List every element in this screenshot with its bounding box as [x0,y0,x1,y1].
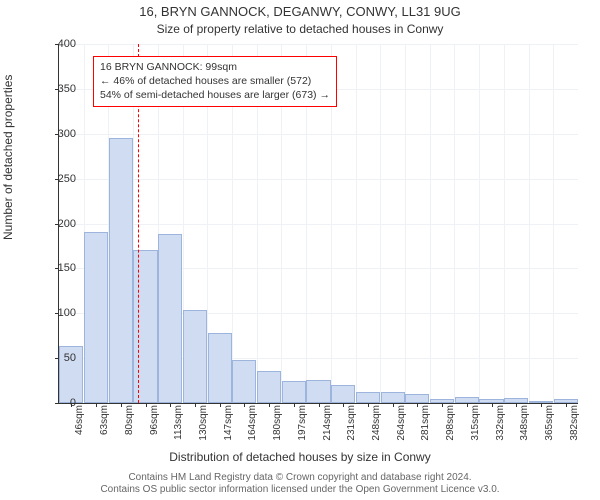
xtick-mark [244,403,245,407]
gridline-v [553,44,554,403]
chart-subtitle: Size of property relative to detached ho… [0,22,600,36]
xtick-label: 281sqm [420,405,431,447]
ytick-label: 150 [36,262,76,274]
xtick-mark [96,403,97,407]
xtick-label: 315sqm [470,405,481,447]
xtick-mark [294,403,295,407]
xtick-label: 46sqm [74,405,85,447]
xtick-mark [269,403,270,407]
xtick-mark [368,403,369,407]
xtick-mark [319,403,320,407]
annotation-line: 54% of semi-detached houses are larger (… [100,88,330,102]
gridline-v [454,44,455,403]
gridline-v [479,44,480,403]
xtick-label: 332sqm [495,405,506,447]
xtick-label: 214sqm [322,405,333,447]
histogram-bar [109,138,133,403]
x-axis-label: Distribution of detached houses by size … [0,450,600,464]
histogram-bar [381,392,405,403]
xtick-label: 164sqm [247,405,258,447]
plot-area: 16 BRYN GANNOCK: 99sqm← 46% of detached … [58,44,578,404]
histogram-bar [158,234,182,403]
ytick-label: 0 [36,397,76,409]
xtick-mark [566,403,567,407]
histogram-bar [232,360,256,403]
histogram-bar [282,381,306,403]
xtick-mark [393,403,394,407]
gridline-v [380,44,381,403]
xtick-label: 348sqm [519,405,530,447]
histogram-bar [306,380,330,403]
footnote: Contains HM Land Registry data © Crown c… [0,472,600,496]
xtick-label: 298sqm [445,405,456,447]
xtick-label: 113sqm [173,405,184,447]
gridline-v [356,44,357,403]
ytick-label: 300 [36,128,76,140]
gridline-v [430,44,431,403]
xtick-label: 96sqm [149,405,160,447]
ytick-label: 100 [36,307,76,319]
xtick-mark [170,403,171,407]
xtick-label: 248sqm [371,405,382,447]
xtick-mark [417,403,418,407]
xtick-mark [492,403,493,407]
ytick-label: 200 [36,218,76,230]
xtick-mark [195,403,196,407]
xtick-label: 80sqm [124,405,135,447]
histogram-bar [331,385,355,403]
ytick-label: 250 [36,173,76,185]
annotation-line: 16 BRYN GANNOCK: 99sqm [100,60,330,74]
histogram-bar [356,392,380,403]
ytick-label: 50 [36,352,76,364]
xtick-mark [467,403,468,407]
footnote-line-1: Contains HM Land Registry data © Crown c… [128,472,471,483]
xtick-mark [541,403,542,407]
histogram-bar [84,232,108,403]
y-axis-label: Number of detached properties [1,75,15,240]
gridline-v [405,44,406,403]
annotation-line: ← 46% of detached houses are smaller (57… [100,74,330,88]
xtick-mark [343,403,344,407]
xtick-label: 231sqm [346,405,357,447]
footnote-line-2: Contains OS public sector information li… [100,484,499,495]
annotation-box: 16 BRYN GANNOCK: 99sqm← 46% of detached … [93,56,337,107]
xtick-mark [220,403,221,407]
gridline-v [504,44,505,403]
chart-container: 16, BRYN GANNOCK, DEGANWY, CONWY, LL31 9… [0,0,600,500]
ytick-label: 350 [36,83,76,95]
ytick-label: 400 [36,38,76,50]
xtick-mark [121,403,122,407]
xtick-mark [516,403,517,407]
xtick-label: 382sqm [569,405,580,447]
xtick-label: 63sqm [99,405,110,447]
xtick-label: 147sqm [223,405,234,447]
histogram-bar [208,333,232,403]
xtick-label: 180sqm [272,405,283,447]
xtick-label: 130sqm [198,405,209,447]
xtick-mark [442,403,443,407]
gridline-v [529,44,530,403]
histogram-bar [257,371,281,403]
histogram-bar [405,394,429,403]
chart-title: 16, BRYN GANNOCK, DEGANWY, CONWY, LL31 9… [0,4,600,19]
histogram-bar [183,310,207,403]
xtick-label: 197sqm [297,405,308,447]
xtick-mark [146,403,147,407]
xtick-label: 365sqm [544,405,555,447]
xtick-label: 264sqm [396,405,407,447]
